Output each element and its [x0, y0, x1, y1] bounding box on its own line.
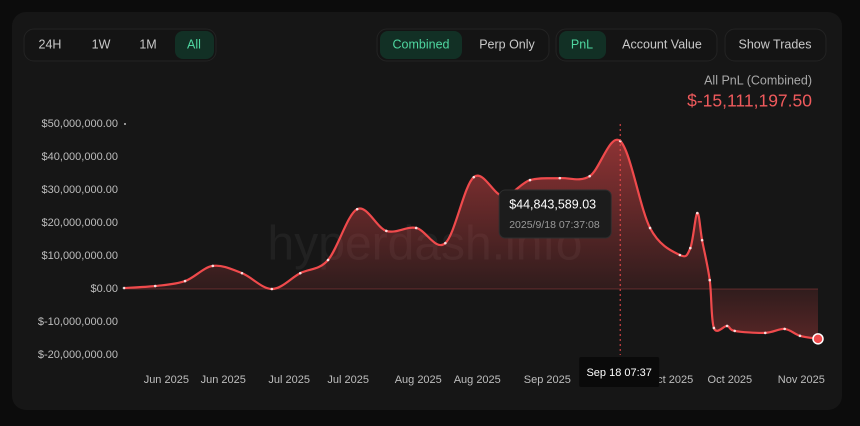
x-tick-label: Aug 2025: [454, 374, 501, 386]
x-tick-label: Jun 2025: [144, 374, 189, 386]
metric-button[interactable]: PnL: [571, 37, 593, 51]
point: [270, 287, 274, 291]
point: [733, 329, 737, 333]
point: [326, 258, 330, 262]
range-group: [23, 28, 217, 62]
point: [588, 174, 591, 178]
y-tick-label: $30,000,000.00: [42, 184, 118, 196]
point: [618, 139, 622, 143]
summary-value: $-15,111,197.50: [687, 91, 812, 111]
point: [708, 278, 712, 282]
point: [725, 324, 729, 328]
tooltip-value: $44,843,589.03: [509, 197, 596, 211]
card-background: [12, 12, 842, 410]
point: [298, 271, 302, 275]
crosshair-label: Sep 18 07:37: [586, 367, 651, 379]
point: [712, 326, 716, 330]
x-tick-label: Jul 2025: [327, 374, 369, 386]
range-button[interactable]: 24H: [39, 37, 62, 51]
crosshair-label-box: [579, 357, 660, 387]
summary-label: All PnL (Combined): [704, 73, 812, 87]
point: [695, 211, 699, 215]
point: [444, 241, 447, 245]
show-trades-button[interactable]: Show Trades: [739, 37, 812, 51]
point: [678, 253, 682, 257]
active-pill: [380, 31, 462, 59]
point: [558, 176, 562, 180]
point: [211, 264, 215, 268]
point: [414, 226, 418, 230]
point: [355, 207, 359, 211]
tooltip-box: [498, 189, 612, 239]
x-tick-label: Aug 2025: [395, 374, 442, 386]
mode-button[interactable]: Combined: [393, 37, 450, 51]
x-tick-label: Oct 2025: [649, 374, 694, 386]
point: [122, 286, 126, 290]
trades-box: [724, 28, 827, 62]
point: [783, 327, 786, 331]
range-button[interactable]: 1M: [139, 37, 156, 51]
point: [385, 229, 388, 233]
y-tick-label: $40,000,000.00: [42, 151, 118, 163]
range-button[interactable]: All: [187, 37, 201, 51]
metric-button[interactable]: Account Value: [622, 37, 702, 51]
y-tick-label: $20,000,000.00: [42, 217, 118, 229]
tooltip-time: 2025/9/18 07:37:08: [509, 219, 600, 231]
y-tick-label: $50,000,000.00: [42, 118, 118, 130]
point: [153, 284, 157, 288]
point: [240, 271, 244, 275]
y-tick-dot: [124, 123, 126, 125]
point: [700, 238, 704, 242]
range-button[interactable]: 1W: [92, 37, 111, 51]
x-tick-label: Jul 2025: [268, 374, 310, 386]
active-pill: [175, 31, 214, 59]
y-tick-label: $-10,000,000.00: [38, 316, 118, 328]
x-tick-label: Oct 2025: [708, 374, 753, 386]
area: [124, 139, 818, 339]
point: [763, 331, 767, 335]
point: [528, 178, 532, 182]
point: [689, 246, 692, 250]
x-tick-label: Sep 2025: [524, 374, 571, 386]
point: [648, 226, 652, 230]
x-tick-label: Jun 2025: [201, 374, 246, 386]
y-tick-label: $10,000,000.00: [42, 250, 118, 262]
x-tick-label: Nov 2025: [778, 374, 825, 386]
y-tick-label: $0.00: [90, 283, 118, 295]
point: [472, 175, 476, 179]
end-point: [812, 333, 824, 345]
active-pill: [559, 31, 606, 59]
y-tick-label: $-20,000,000.00: [38, 349, 118, 361]
point: [183, 279, 187, 283]
point: [798, 334, 802, 338]
mode-button[interactable]: Perp Only: [479, 37, 535, 51]
